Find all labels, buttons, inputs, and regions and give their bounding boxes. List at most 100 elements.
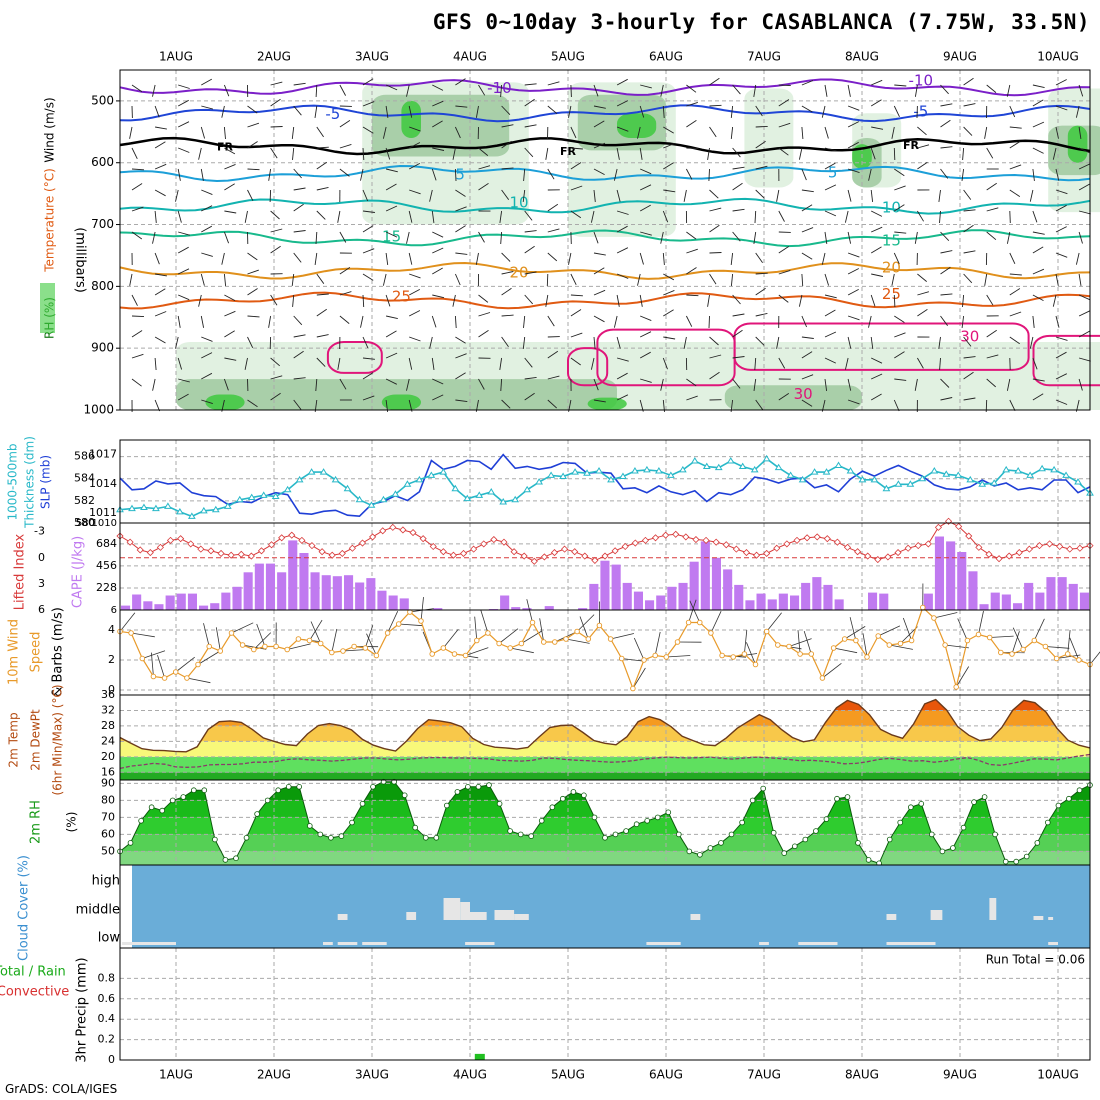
wind-barb (940, 119, 951, 128)
wind-barb (824, 147, 837, 152)
wind-barb (524, 271, 537, 275)
rh-tick-label: 50 (101, 844, 115, 857)
wind-barb (1032, 268, 1045, 275)
wind-barb (870, 147, 876, 160)
wind-barb (452, 294, 456, 307)
cape-bar (745, 600, 755, 610)
wind-barb (593, 231, 599, 244)
wind-barb (686, 395, 698, 401)
wind-barb (131, 168, 145, 171)
wind-barb (1055, 351, 1067, 359)
thickness-point (655, 467, 663, 474)
cape-bar (711, 557, 721, 610)
wind-barb (178, 378, 190, 383)
wind-barb (593, 315, 605, 323)
wind-barb (871, 126, 884, 130)
temp-tick-label: 20 (101, 750, 115, 763)
cape-bar (500, 595, 510, 610)
wind-barb (616, 78, 628, 86)
wind-barb (247, 315, 260, 318)
wind-barb (824, 184, 837, 191)
wind-barb (660, 378, 664, 391)
wind-barb (1078, 231, 1083, 244)
wind-barb (986, 294, 994, 306)
rh-point (127, 840, 134, 846)
wind-barb (478, 312, 491, 317)
surface-wind-barb (833, 647, 858, 654)
wind-barb (293, 334, 306, 338)
lifted-index-tick-label: -3 (34, 525, 45, 538)
wind-speed-point (797, 651, 803, 657)
thickness-point (1014, 467, 1023, 474)
surface-wind-barb (849, 617, 857, 641)
wind-barb (270, 98, 281, 107)
wind-speed-point (1064, 651, 1071, 657)
surface-wind-barb (1012, 627, 1024, 650)
wind-barb (986, 84, 997, 93)
thickness-point (954, 471, 963, 478)
wind-barb (524, 83, 537, 86)
cape-bar (667, 586, 677, 610)
wind-barb (870, 393, 882, 401)
isotherm-line (119, 197, 1091, 215)
cape-bar (143, 601, 153, 610)
wind-speed-point (730, 654, 736, 660)
wind-barb (224, 147, 236, 155)
cape-bar (221, 592, 231, 610)
wind-barb (455, 225, 466, 233)
rh-point (802, 836, 809, 843)
wind-barb (432, 231, 444, 238)
lifted-index-point (510, 548, 518, 556)
thickness-point (211, 505, 220, 513)
rh-point (285, 783, 292, 790)
surface-wind-barb (877, 625, 901, 637)
wind-barb (244, 210, 248, 223)
wind-barb (639, 351, 651, 359)
wind-barb (894, 84, 907, 87)
wind-barb (1006, 84, 1011, 97)
middle-cloud-bar (886, 914, 897, 920)
wind-barb (778, 393, 790, 401)
wind-barb (201, 399, 213, 405)
thickness-point (690, 457, 699, 464)
wind-barb (154, 288, 166, 296)
surface-wind-barb (231, 622, 254, 634)
rh-point (907, 804, 914, 810)
wind-barb (1055, 189, 1068, 195)
wind-barb (269, 189, 272, 203)
wind-barb (914, 231, 918, 244)
wind-barb (409, 273, 421, 279)
surface-wind-barb (766, 612, 782, 632)
wind-barb (914, 378, 918, 391)
cape-bar (132, 594, 142, 610)
cape-bar (990, 592, 1000, 610)
rh-point (191, 787, 197, 793)
precip-tick-label: 0.8 (98, 971, 116, 984)
rh-point (306, 823, 313, 829)
wind-barb (270, 392, 281, 401)
temp2m-axis-label: 2m Temp (7, 712, 21, 767)
wind-barb (223, 84, 230, 97)
thickness-point (571, 468, 579, 475)
rh-point (992, 831, 998, 838)
precip-tick-label: 0 (108, 1053, 115, 1066)
wind-speed-point (273, 643, 279, 650)
cape-bar (1024, 582, 1034, 610)
wind-barb (154, 105, 160, 118)
isotherm-label: 25 (882, 285, 901, 303)
thickness-point (511, 495, 520, 503)
lifted-index-point (439, 548, 447, 556)
lifted-index-point (247, 552, 255, 560)
wind-barb (891, 126, 895, 139)
wind-barb (709, 189, 719, 199)
wind-tick-label: 0 (108, 683, 115, 696)
wind-barb (175, 336, 179, 349)
wind-barb (1032, 393, 1044, 401)
wind-barb (362, 147, 365, 161)
rh-point (791, 843, 798, 850)
thickness-point (726, 457, 735, 464)
wind-barb (270, 126, 283, 128)
wind-barb (244, 357, 248, 370)
surface-wind-barb (1069, 637, 1080, 661)
wind-barb (616, 147, 620, 160)
